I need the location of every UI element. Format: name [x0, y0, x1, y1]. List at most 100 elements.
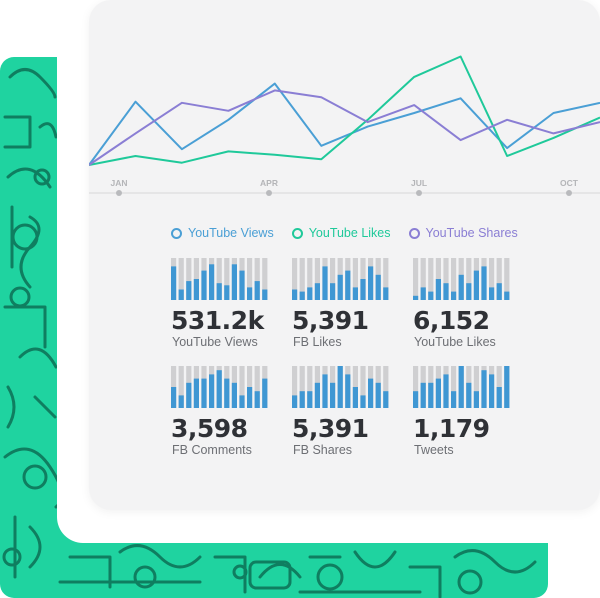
mini-bar-track	[186, 258, 192, 300]
mini-bar-track	[299, 258, 305, 300]
legend-circle-icon	[171, 227, 182, 239]
mini-bar-track	[360, 366, 366, 408]
stat-value: 3,598	[171, 414, 248, 443]
mini-bar	[352, 387, 358, 408]
legend-circle-icon	[291, 227, 303, 239]
stat-value: 531.2k	[171, 306, 264, 335]
legend-item: YouTube Shares	[408, 226, 518, 240]
mini-bar	[368, 266, 374, 300]
mini-bar	[504, 366, 510, 408]
mini-bar-track	[254, 258, 260, 300]
month-tick-label: JUL	[411, 178, 427, 188]
mini-bar	[216, 370, 222, 408]
mini-bar-track	[413, 366, 419, 408]
mini-bar	[368, 378, 374, 408]
legend-item: YouTube Likes	[291, 226, 391, 240]
mini-bar	[307, 391, 313, 408]
month-tick-label: OCT	[560, 178, 579, 188]
stat-tile: 531.2k YouTube Views	[171, 258, 271, 354]
stat-tile: 6,152 YouTube Likes	[413, 258, 513, 354]
mini-bar-track	[292, 258, 298, 300]
mini-bar	[337, 274, 343, 300]
mini-bar-track	[292, 366, 298, 408]
month-tick-label: JAN	[110, 178, 127, 188]
legend-item: YouTube Views	[171, 226, 274, 240]
mini-bar-track	[307, 258, 313, 300]
stat-tile: 5,391 FB Shares	[292, 366, 392, 462]
stats-grid: 531.2k YouTube Views 5,391 FB Likes 6,152 You…	[171, 258, 531, 462]
mini-bar	[186, 382, 192, 408]
stat-value: 1,179	[413, 414, 490, 443]
analytics-card: JAN APR JUL OCT YouTube Views YouTube Likes Y…	[89, 0, 600, 510]
mini-bar	[247, 287, 253, 300]
mini-bar-track	[314, 258, 320, 300]
mini-bar	[209, 264, 215, 300]
stat-label: Tweets	[414, 443, 454, 457]
mini-bar-track	[428, 258, 434, 300]
mini-bar	[420, 382, 426, 408]
mini-bar	[413, 391, 419, 408]
mini-bar-track	[420, 258, 426, 300]
mini-bar	[254, 281, 260, 300]
mini-bar	[466, 283, 472, 300]
mini-bar	[231, 264, 237, 300]
mini-bar	[299, 291, 305, 300]
mini-bar-track	[443, 258, 449, 300]
mini-bar	[458, 274, 464, 300]
mini-bar	[322, 374, 328, 408]
mini-bar	[224, 285, 230, 300]
stat-label: YouTube Likes	[414, 335, 496, 349]
mini-bar-chart	[413, 366, 510, 408]
mini-bar	[420, 287, 426, 300]
mini-bar-track	[330, 258, 336, 300]
line-chart: JAN APR JUL OCT	[89, 55, 600, 196]
mini-bar	[481, 266, 487, 300]
mini-bar	[239, 270, 245, 300]
mini-bar	[489, 287, 495, 300]
mini-bar	[451, 291, 457, 300]
chart-legend: YouTube Views YouTube Likes YouTube Shares	[171, 226, 518, 240]
mini-bar	[239, 395, 245, 408]
mini-bar	[375, 274, 381, 300]
mini-bar	[322, 266, 328, 300]
mini-bar-track	[383, 366, 389, 408]
mini-bar	[201, 378, 207, 408]
mini-bar	[171, 387, 177, 408]
stat-tile: 3,598 FB Comments	[171, 366, 271, 462]
mini-bar	[489, 374, 495, 408]
mini-bar	[231, 382, 237, 408]
mini-bar	[186, 281, 192, 300]
mini-bar	[458, 366, 464, 408]
mini-bar	[504, 291, 510, 300]
mini-bar	[262, 378, 268, 408]
mini-bar	[375, 382, 381, 408]
legend-circle-icon	[408, 227, 420, 239]
mini-bar-chart	[171, 258, 268, 300]
stat-label: FB Shares	[293, 443, 353, 457]
mini-bar	[193, 279, 199, 300]
stat-value: 5,391	[292, 414, 369, 443]
mini-bar	[314, 382, 320, 408]
mini-bar	[262, 289, 268, 300]
series-line-youtube-likes	[89, 55, 600, 166]
mini-bar	[443, 374, 449, 408]
mini-bar	[178, 289, 184, 300]
mini-bar	[496, 283, 502, 300]
mini-bar-chart	[171, 366, 268, 408]
mini-bar-track	[216, 258, 222, 300]
stat-tile: 5,391 FB Likes	[292, 258, 392, 354]
stat-label: FB Likes	[293, 335, 342, 349]
mini-bar	[443, 283, 449, 300]
mini-bar-track	[178, 258, 184, 300]
mini-bar-chart	[413, 258, 510, 300]
mini-bar	[292, 395, 298, 408]
mini-bar-track	[307, 366, 313, 408]
mini-bar	[352, 287, 358, 300]
mini-bar-track	[178, 366, 184, 408]
mini-bar-track	[413, 258, 419, 300]
mini-bar	[496, 387, 502, 408]
legend-label: YouTube Likes	[308, 226, 391, 240]
mini-bar	[209, 374, 215, 408]
mini-bar-track	[299, 366, 305, 408]
stat-value: 6,152	[413, 306, 490, 335]
